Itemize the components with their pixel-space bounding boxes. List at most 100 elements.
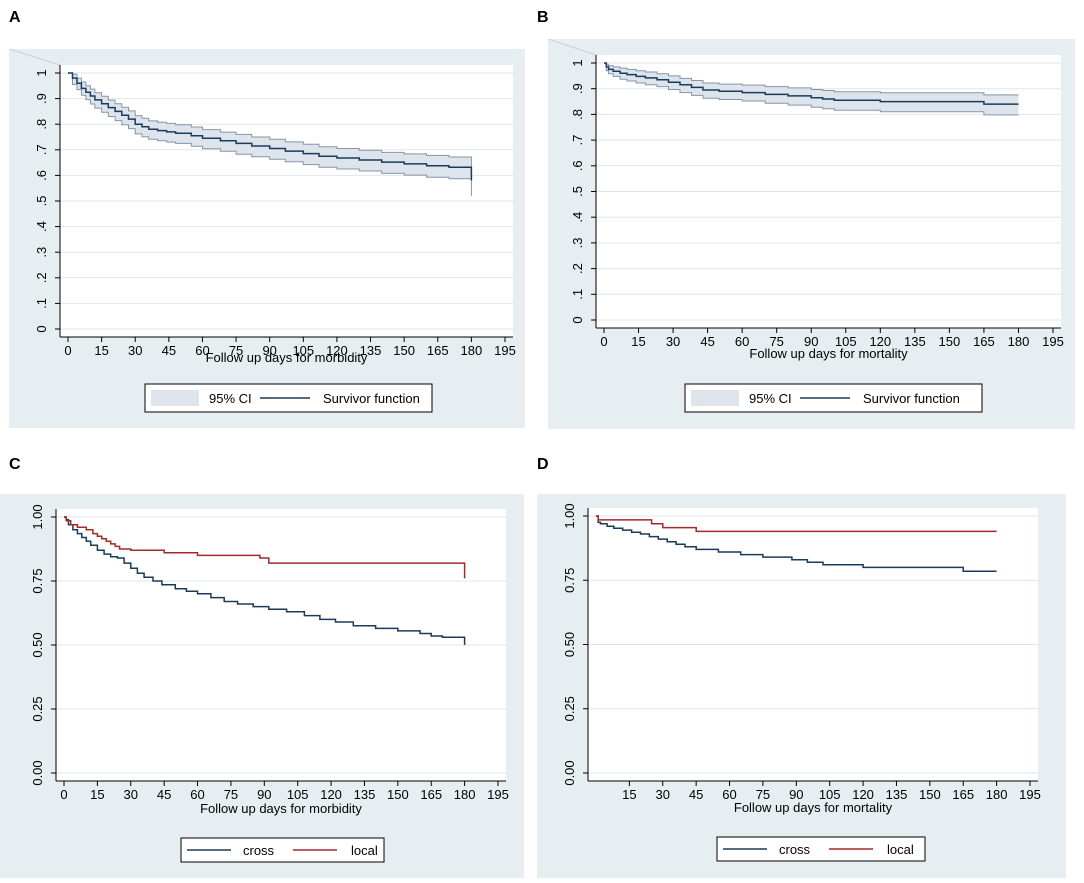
x-tick-label: 45 [689,787,703,802]
y-tick-label: 0 [570,316,585,323]
y-tick-label: 1 [570,59,585,66]
y-tick-label: .2 [34,272,49,283]
legend-label: local [351,843,378,858]
x-tick-label: 30 [124,787,138,802]
x-tick-label: 30 [656,787,670,802]
x-tick-label: 165 [427,343,449,358]
x-tick-label: 75 [224,787,238,802]
panel-label-d: D [537,456,549,473]
y-tick-label: .9 [570,83,585,94]
ci-band [68,73,472,179]
series-line-local [596,515,997,533]
corner-diagonal [8,48,61,66]
x-tick-label: 195 [494,343,516,358]
legend-label: cross [779,842,811,857]
x-tick-label: 120 [869,334,891,349]
x-tick-label: 135 [886,787,908,802]
panel-label-b: B [537,9,549,26]
x-tick-label: 75 [756,787,770,802]
x-tick-label: 60 [735,334,749,349]
x-tick-label: 120 [326,343,348,358]
panel-label-c: C [9,456,21,473]
x-tick-label: 120 [320,787,342,802]
x-tick-label: 150 [393,343,415,358]
legend-label: local [887,842,914,857]
y-tick-label: 0.00 [562,760,577,785]
y-tick-label: 0.50 [562,632,577,657]
series-line-survivor-function [604,62,1019,105]
x-tick-label: 60 [195,343,209,358]
x-axis-title: Follow up days for morbidity [200,801,362,816]
x-tick-label: 45 [162,343,176,358]
panel-label-a: A [9,9,21,26]
x-tick-label: 150 [939,334,961,349]
y-tick-label: 0.25 [562,696,577,721]
ci-lower-line [604,62,1019,116]
x-tick-label: 45 [157,787,171,802]
x-tick-label: 90 [262,343,276,358]
y-tick-label: 0.75 [562,568,577,593]
x-axis-title: Follow up days for mortality [749,346,908,361]
y-tick-label: .4 [570,212,585,223]
ci-lower-line [68,72,472,196]
x-tick-label: 180 [986,787,1008,802]
series-line-survivor-function [68,72,473,181]
x-tick-label: 135 [354,787,376,802]
legend-label: cross [243,843,275,858]
x-tick-label: 15 [94,343,108,358]
y-tick-label: .7 [570,135,585,146]
corner-diagonal [547,38,597,56]
x-tick-label: 90 [257,787,271,802]
x-tick-label: 90 [804,334,818,349]
x-tick-label: 90 [789,787,803,802]
x-tick-label: 135 [360,343,382,358]
x-tick-label: 120 [852,787,874,802]
ci-upper-line [68,72,472,170]
x-axis-title: Follow up days for morbidity [206,350,368,365]
y-tick-label: 1 [34,69,49,76]
x-tick-label: 75 [229,343,243,358]
x-tick-label: 150 [919,787,941,802]
y-tick-label: .8 [34,119,49,130]
chart-svg: 0.00 0.25 0.50 0.75 1.00 15 30 45 60 75 90 105 120 13… [537,494,1066,878]
series-line-cross [596,515,997,573]
x-tick-label: 15 [631,334,645,349]
x-tick-label: 180 [454,787,476,802]
x-tick-label: 180 [1008,334,1030,349]
legend-swatch-ci [691,390,739,406]
x-tick-label: 45 [700,334,714,349]
x-tick-label: 165 [973,334,995,349]
y-tick-label: 0 [34,325,49,332]
x-tick-label: 30 [666,334,680,349]
y-tick-label: .7 [34,144,49,155]
survival-chart-d: 0.00 0.25 0.50 0.75 1.00 15 30 45 60 75 90 105 120 13… [537,494,1066,878]
x-tick-label: 135 [904,334,926,349]
legend-label: 95% CI [209,391,252,406]
legend-swatch-ci [151,390,199,406]
chart-svg: 0.00 0.25 0.50 0.75 1.00 0 15 30 45 60 75 90 105 120 1… [0,494,524,878]
x-tick-label: 195 [487,787,509,802]
x-tick-label: 105 [292,343,314,358]
y-tick-label: .3 [34,247,49,258]
y-tick-label: .5 [570,186,585,197]
x-tick-label: 30 [128,343,142,358]
y-tick-label: .1 [570,289,585,300]
x-tick-label: 165 [420,787,442,802]
legend-label: Survivor function [863,391,960,406]
x-tick-label: 165 [952,787,974,802]
y-tick-label: .6 [34,170,49,181]
x-tick-label: 75 [769,334,783,349]
x-tick-label: 60 [190,787,204,802]
y-tick-label: .4 [34,221,49,232]
x-axis-title: Follow up days for mortality [734,800,893,815]
y-tick-label: 0.75 [30,568,45,593]
y-tick-label: .1 [34,298,49,309]
chart-svg: 0 .1 .2 .3 .4 .5 .6 .7 .8 .9 1 0 15 30 45 60 75 90 105 120 1… [8,48,525,428]
x-tick-label: 60 [722,787,736,802]
x-tick-label: 195 [1019,787,1041,802]
y-tick-label: 0.50 [30,632,45,657]
x-tick-label: 0 [64,343,71,358]
x-tick-label: 180 [461,343,483,358]
survival-chart-c: 0.00 0.25 0.50 0.75 1.00 0 15 30 45 60 75 90 105 120 1… [0,494,524,878]
x-tick-label: 0 [600,334,607,349]
